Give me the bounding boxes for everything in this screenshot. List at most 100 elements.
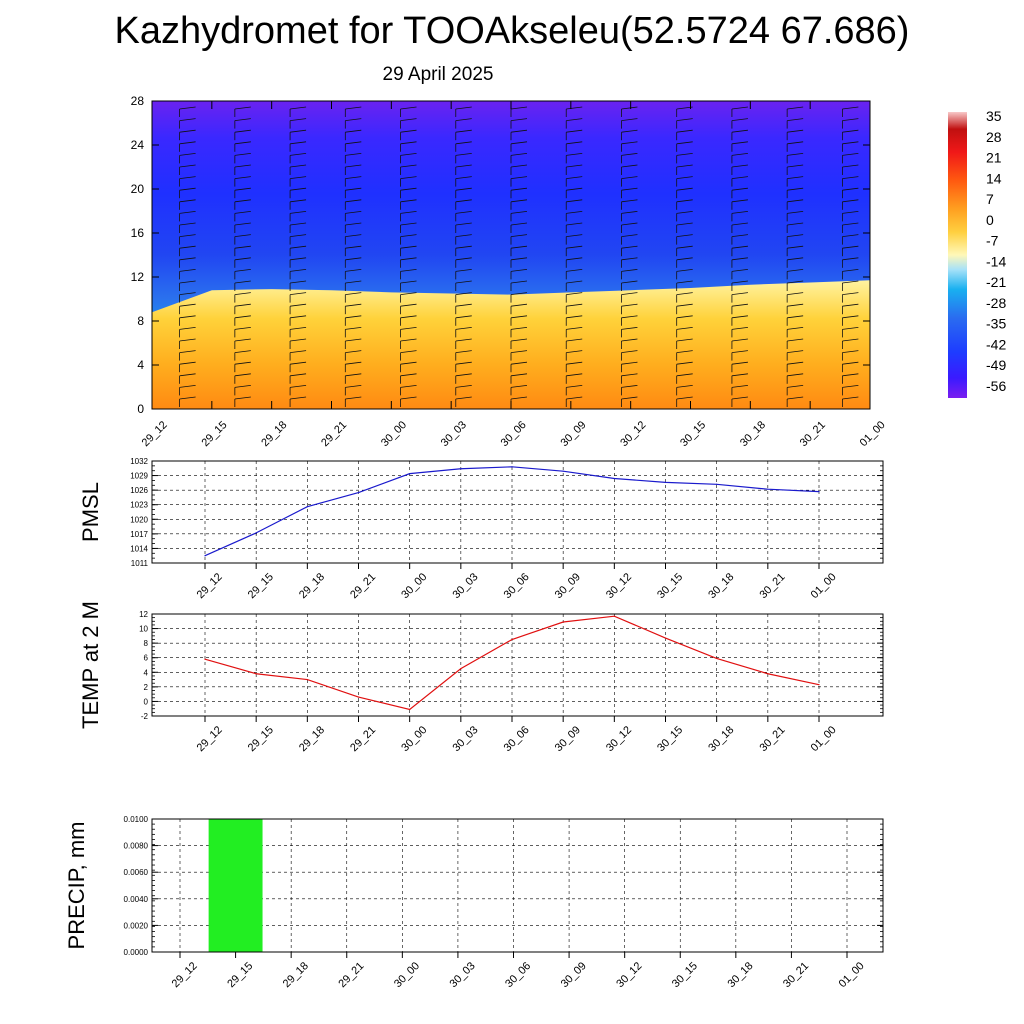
wind-barb-feather bbox=[566, 280, 583, 284]
wind-barb-feather bbox=[787, 234, 804, 237]
wind-barb-feather bbox=[566, 269, 583, 272]
wind-barb-feather bbox=[400, 269, 417, 272]
colorbar-label: -56 bbox=[986, 378, 1006, 394]
wind-barb-feather bbox=[731, 176, 748, 179]
wind-barb-feather bbox=[345, 118, 362, 121]
y-tick-label: 1020 bbox=[130, 515, 148, 524]
wind-barb-feather bbox=[621, 303, 638, 307]
wind-barb-feather bbox=[566, 187, 583, 191]
wind-barb-feather bbox=[621, 222, 638, 226]
x-tick-label: 29_15 bbox=[246, 571, 276, 601]
wind-barb-feather bbox=[290, 118, 307, 121]
wind-barb-feather bbox=[510, 176, 528, 179]
wind-barb-feather bbox=[179, 315, 196, 319]
wind-barb-feather bbox=[621, 211, 638, 214]
x-tick-label: 30_15 bbox=[655, 571, 685, 601]
x-tick-label: 01_00 bbox=[837, 960, 867, 990]
wind-barb-feather bbox=[842, 245, 859, 249]
wind-barb-feather bbox=[400, 396, 417, 400]
wind-barb-feather bbox=[179, 292, 196, 295]
colorbar-gradient bbox=[948, 112, 967, 398]
wind-barb-feather bbox=[787, 153, 804, 156]
x-tick-label: 30_03 bbox=[450, 724, 480, 754]
temp-point bbox=[255, 673, 257, 675]
wind-barb-feather bbox=[787, 176, 804, 179]
wind-barb-feather bbox=[345, 153, 362, 156]
wind-barb-feather bbox=[621, 245, 638, 249]
wind-barb-feather bbox=[290, 350, 307, 353]
wind-barb-feather bbox=[787, 327, 804, 330]
wind-barb-feather bbox=[455, 129, 472, 133]
wind-barb-feather bbox=[179, 303, 196, 307]
wind-barb-feather bbox=[510, 338, 528, 342]
wind-barb-feather bbox=[179, 141, 196, 145]
plot-frame-overlay bbox=[151, 818, 884, 953]
wind-barb-feather bbox=[731, 350, 748, 353]
x-tick-label: 30_21 bbox=[781, 960, 811, 990]
wind-barb-feather bbox=[787, 303, 804, 307]
wind-barb-feather bbox=[731, 303, 748, 307]
wind-barb-feather bbox=[234, 153, 251, 156]
x-tick-label: 30_18 bbox=[706, 571, 736, 601]
wind-barb-feather bbox=[731, 118, 748, 121]
temp-panel: -2 0 2 4 6 8 10 12 29_12 29_15 29_18 29_21 30_00 30_0… bbox=[78, 601, 884, 754]
wind-barb-feather bbox=[676, 269, 693, 272]
wind-barb-feather bbox=[455, 141, 472, 145]
wind-barb-feather bbox=[842, 292, 859, 295]
wind-barb-feather bbox=[400, 257, 417, 261]
wind-barb-feather bbox=[621, 327, 638, 330]
wind-barb-feather bbox=[400, 280, 417, 284]
wind-barb-feather bbox=[842, 199, 859, 203]
wind-barb-feather bbox=[179, 385, 196, 388]
wind-barb-feather bbox=[731, 141, 748, 145]
x-tick-label: 30_21 bbox=[757, 724, 787, 754]
wind-barb-feather bbox=[510, 211, 528, 214]
wind-barb-feather bbox=[234, 280, 251, 284]
wind-barb-feather bbox=[234, 141, 251, 145]
wind-barb-feather bbox=[731, 199, 748, 203]
x-tick-label: 30_00 bbox=[392, 960, 422, 990]
wind-barb-feather bbox=[234, 396, 251, 400]
wind-barb-feather bbox=[455, 106, 472, 110]
colorbar-label: 0 bbox=[986, 212, 994, 228]
wind-barb-feather bbox=[566, 141, 583, 145]
wind-barb-feather bbox=[731, 129, 748, 133]
wind-barb-feather bbox=[621, 199, 638, 203]
wind-barb-feather bbox=[290, 280, 307, 284]
y-axis-label: TEMP at 2 M bbox=[78, 601, 103, 729]
wind-barb-feather bbox=[510, 106, 528, 110]
wind-barb-feather bbox=[234, 338, 251, 342]
wind-barb-feather bbox=[621, 280, 638, 284]
wind-barb-feather bbox=[787, 118, 804, 121]
wind-barb-feather bbox=[345, 361, 362, 365]
y-tick-label: 1026 bbox=[130, 486, 148, 495]
page-title: Kazhydromet for TOOAkseleu(52.5724 67.68… bbox=[114, 10, 910, 52]
wind-barb-feather bbox=[290, 396, 307, 400]
wind-barb-feather bbox=[787, 269, 804, 272]
wind-barb-feather bbox=[676, 164, 693, 168]
wind-barb-feather bbox=[842, 234, 859, 237]
x-tick-label: 29_18 bbox=[297, 571, 327, 601]
wind-barb-feather bbox=[676, 257, 693, 261]
wind-barb-feather bbox=[345, 106, 362, 110]
wind-barb-feather bbox=[234, 303, 251, 307]
wind-barb-feather bbox=[510, 373, 528, 377]
wind-barb-feather bbox=[455, 269, 472, 272]
wind-barb-feather bbox=[345, 141, 362, 145]
wind-barb-feather bbox=[455, 350, 472, 353]
wind-barb-feather bbox=[676, 327, 693, 330]
wind-barb-feather bbox=[345, 303, 362, 307]
wind-barb-feather bbox=[455, 234, 472, 237]
wind-barb-feather bbox=[290, 153, 307, 156]
wind-barb-feather bbox=[400, 106, 417, 110]
pmsl-point bbox=[204, 555, 206, 557]
wind-barb-feather bbox=[621, 269, 638, 272]
heatmap-y-tick-label: 28 bbox=[131, 94, 145, 108]
wind-barb-feather bbox=[234, 176, 251, 179]
wind-barb-feather bbox=[566, 315, 583, 319]
wind-barb-feather bbox=[676, 385, 693, 388]
wind-barb-feather bbox=[731, 338, 748, 342]
wind-barb-feather bbox=[400, 385, 417, 388]
x-tick-label: 01_00 bbox=[809, 724, 839, 754]
wind-barb-feather bbox=[345, 176, 362, 179]
